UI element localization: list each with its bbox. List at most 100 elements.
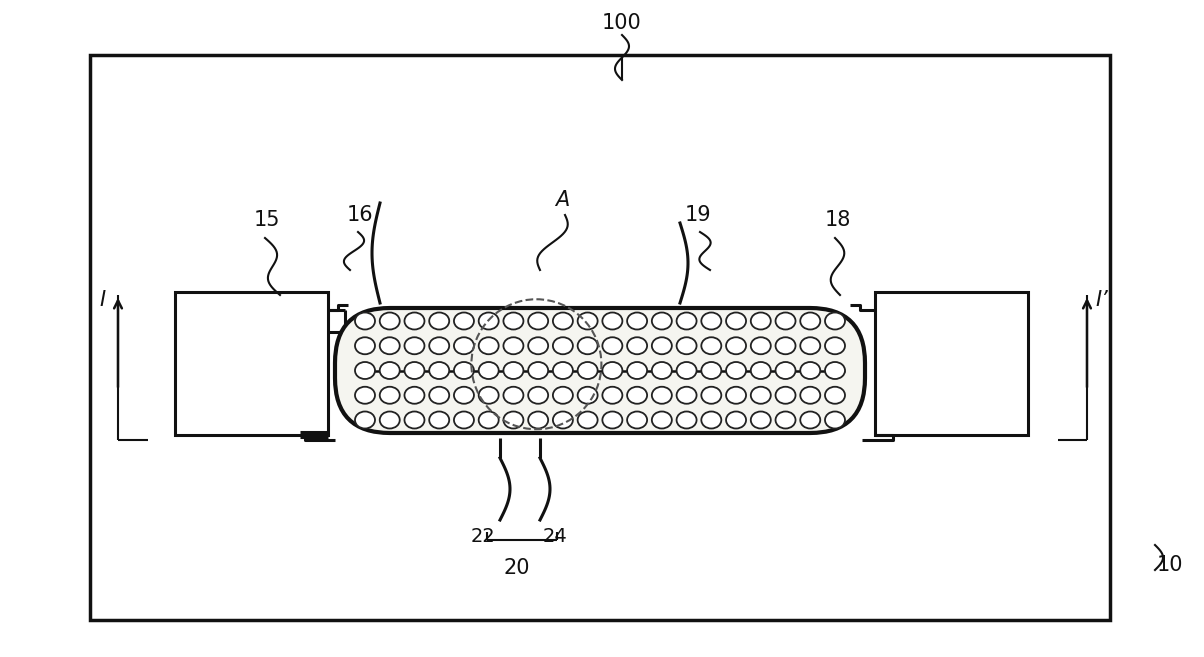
Ellipse shape: [578, 313, 597, 330]
Ellipse shape: [726, 387, 746, 404]
Ellipse shape: [677, 411, 697, 428]
Ellipse shape: [405, 362, 425, 379]
Ellipse shape: [379, 337, 400, 354]
Ellipse shape: [801, 313, 820, 330]
Text: 18: 18: [825, 210, 851, 230]
Ellipse shape: [479, 411, 498, 428]
Ellipse shape: [429, 411, 449, 428]
Ellipse shape: [751, 362, 771, 379]
Text: 22: 22: [471, 528, 495, 547]
Ellipse shape: [677, 337, 697, 354]
Ellipse shape: [553, 387, 573, 404]
Ellipse shape: [775, 411, 796, 428]
Ellipse shape: [751, 387, 771, 404]
Text: 20: 20: [503, 558, 530, 578]
Ellipse shape: [726, 411, 746, 428]
Text: A: A: [555, 190, 569, 210]
Ellipse shape: [627, 411, 647, 428]
Ellipse shape: [651, 337, 672, 354]
Ellipse shape: [529, 337, 548, 354]
Ellipse shape: [578, 411, 597, 428]
Ellipse shape: [627, 337, 647, 354]
Text: 10: 10: [1157, 555, 1184, 575]
Ellipse shape: [602, 387, 622, 404]
Ellipse shape: [701, 313, 721, 330]
Ellipse shape: [775, 313, 796, 330]
Ellipse shape: [578, 362, 597, 379]
Ellipse shape: [405, 313, 425, 330]
Ellipse shape: [825, 313, 845, 330]
Ellipse shape: [454, 362, 474, 379]
Ellipse shape: [405, 337, 425, 354]
Text: 100: 100: [602, 13, 642, 33]
Text: 19: 19: [685, 205, 712, 225]
Ellipse shape: [651, 362, 672, 379]
Ellipse shape: [355, 313, 374, 330]
Ellipse shape: [726, 337, 746, 354]
Ellipse shape: [651, 313, 672, 330]
Bar: [875, 292, 1028, 435]
Ellipse shape: [825, 411, 845, 428]
Ellipse shape: [726, 313, 746, 330]
Ellipse shape: [379, 313, 400, 330]
Ellipse shape: [602, 337, 622, 354]
Ellipse shape: [677, 313, 697, 330]
Ellipse shape: [379, 362, 400, 379]
Ellipse shape: [651, 387, 672, 404]
Ellipse shape: [801, 337, 820, 354]
Ellipse shape: [429, 337, 449, 354]
Ellipse shape: [355, 411, 374, 428]
Ellipse shape: [379, 387, 400, 404]
Text: 16: 16: [347, 205, 373, 225]
Ellipse shape: [429, 313, 449, 330]
Ellipse shape: [429, 387, 449, 404]
Ellipse shape: [602, 411, 622, 428]
Ellipse shape: [602, 362, 622, 379]
Ellipse shape: [479, 387, 498, 404]
Text: 15: 15: [254, 210, 281, 230]
Ellipse shape: [801, 411, 820, 428]
Ellipse shape: [503, 337, 524, 354]
Ellipse shape: [529, 387, 548, 404]
Ellipse shape: [503, 362, 524, 379]
Ellipse shape: [454, 411, 474, 428]
Ellipse shape: [578, 387, 597, 404]
Ellipse shape: [479, 313, 498, 330]
Ellipse shape: [503, 387, 524, 404]
Ellipse shape: [454, 337, 474, 354]
Bar: [175, 292, 327, 435]
Ellipse shape: [553, 313, 573, 330]
Ellipse shape: [825, 362, 845, 379]
Ellipse shape: [627, 387, 647, 404]
Text: I’: I’: [1096, 290, 1109, 310]
Ellipse shape: [726, 362, 746, 379]
Ellipse shape: [751, 337, 771, 354]
Ellipse shape: [801, 387, 820, 404]
Ellipse shape: [379, 411, 400, 428]
FancyBboxPatch shape: [335, 308, 864, 433]
Ellipse shape: [355, 387, 374, 404]
Ellipse shape: [454, 387, 474, 404]
Ellipse shape: [751, 313, 771, 330]
Ellipse shape: [429, 362, 449, 379]
Ellipse shape: [775, 337, 796, 354]
Ellipse shape: [602, 313, 622, 330]
Ellipse shape: [529, 411, 548, 428]
Ellipse shape: [701, 362, 721, 379]
Ellipse shape: [825, 387, 845, 404]
Ellipse shape: [627, 362, 647, 379]
Ellipse shape: [677, 362, 697, 379]
Ellipse shape: [701, 411, 721, 428]
Ellipse shape: [701, 337, 721, 354]
Ellipse shape: [454, 313, 474, 330]
Ellipse shape: [405, 411, 425, 428]
Ellipse shape: [775, 362, 796, 379]
Ellipse shape: [627, 313, 647, 330]
Bar: [90, 55, 1110, 620]
Ellipse shape: [553, 411, 573, 428]
Ellipse shape: [503, 313, 524, 330]
Ellipse shape: [529, 313, 548, 330]
Ellipse shape: [651, 411, 672, 428]
Text: I: I: [99, 290, 105, 310]
Ellipse shape: [503, 411, 524, 428]
